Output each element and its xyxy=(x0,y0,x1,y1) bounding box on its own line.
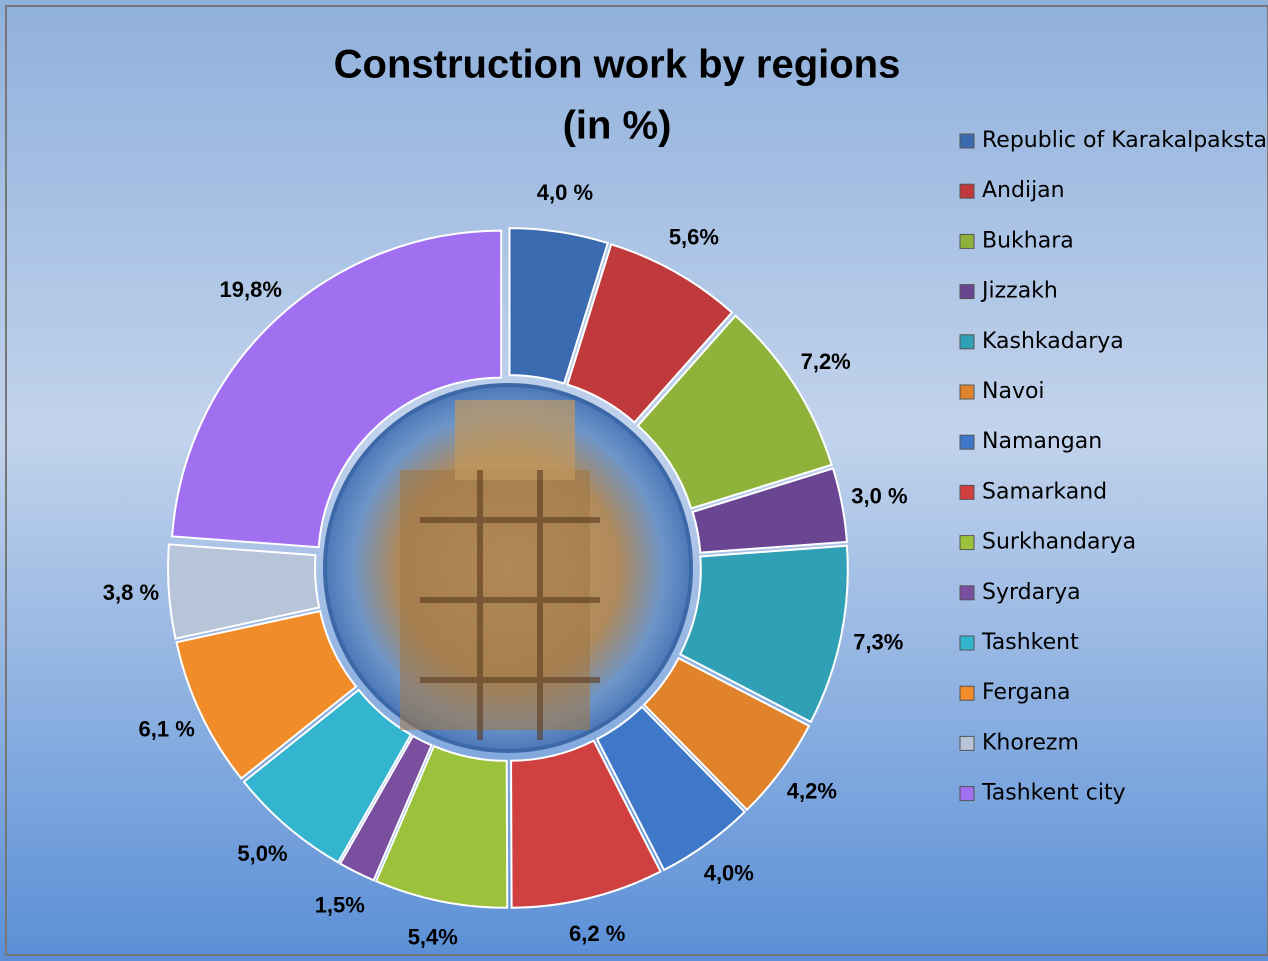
legend-label: Surkhandarya xyxy=(982,530,1136,555)
value-label: 5,0% xyxy=(237,841,287,866)
value-label: 3,8 % xyxy=(103,580,159,605)
value-label: 6,1 % xyxy=(139,716,195,741)
legend-swatch xyxy=(959,735,975,751)
legend-label: Tashkent xyxy=(981,630,1079,655)
slice xyxy=(338,734,433,882)
slice xyxy=(566,243,734,424)
legend: Republic of Karakalpakstan Andijan Bukhara… xyxy=(959,128,1268,806)
slice xyxy=(678,544,849,724)
slice xyxy=(171,229,503,549)
slice xyxy=(642,656,811,812)
legend-label: Jizzakh xyxy=(980,279,1058,304)
legend-swatch xyxy=(959,484,975,500)
slice xyxy=(242,688,413,864)
value-label: 5,6% xyxy=(669,225,719,250)
value-label: 19,8% xyxy=(220,277,282,302)
value-label: 4,0 % xyxy=(537,180,593,205)
legend-swatch xyxy=(959,585,975,601)
legend-swatch xyxy=(959,685,975,701)
chart-title: Construction work by regions xyxy=(334,43,901,87)
value-label: 7,2% xyxy=(801,349,851,374)
frame xyxy=(5,5,1268,956)
legend-label: Kashkadarya xyxy=(982,329,1124,354)
slice xyxy=(691,467,849,554)
value-label: 5,4% xyxy=(408,924,458,949)
legend-swatch xyxy=(959,635,975,651)
legend-label: Fergana xyxy=(982,680,1071,705)
legend-label: Navoi xyxy=(982,379,1045,404)
legend-label: Namangan xyxy=(982,429,1102,454)
legend-swatch xyxy=(959,434,975,450)
pie: 4,0 % 5,6% 7,2% 3,0 % 7,3% 4,2% 4,0% 6,2 % 5,4% 1… xyxy=(103,180,908,949)
legend-swatch xyxy=(959,334,975,350)
legend-swatch xyxy=(959,233,975,249)
chart-subtitle: (in %) xyxy=(563,104,672,148)
value-label: 3,0 % xyxy=(851,483,907,508)
slice xyxy=(508,227,610,385)
legend-label: Republic of Karakalpakstan xyxy=(982,128,1268,153)
legend-swatch xyxy=(959,133,975,149)
slice xyxy=(636,314,833,510)
value-label: 6,2 % xyxy=(569,921,625,946)
legend-swatch xyxy=(959,786,975,802)
legend-swatch xyxy=(959,535,975,551)
slice xyxy=(595,705,747,872)
center-photo xyxy=(323,383,693,753)
slice xyxy=(175,609,358,780)
slice xyxy=(374,744,509,909)
legend-swatch xyxy=(959,384,975,400)
legend-label: Samarkand xyxy=(982,479,1107,504)
slice xyxy=(167,543,321,640)
legend-label: Tashkent city xyxy=(981,781,1126,806)
legend-label: Syrdarya xyxy=(982,580,1081,605)
value-label: 4,2% xyxy=(787,779,837,804)
value-label: 7,3% xyxy=(853,630,903,655)
legend-label: Khorezm xyxy=(982,730,1079,755)
legend-swatch xyxy=(959,284,975,300)
legend-label: Andijan xyxy=(982,178,1065,203)
legend-swatch xyxy=(959,183,975,199)
value-label: 1,5% xyxy=(315,892,365,917)
legend-label: Bukhara xyxy=(982,228,1074,253)
slice xyxy=(510,739,662,909)
value-label: 4,0% xyxy=(704,861,754,886)
